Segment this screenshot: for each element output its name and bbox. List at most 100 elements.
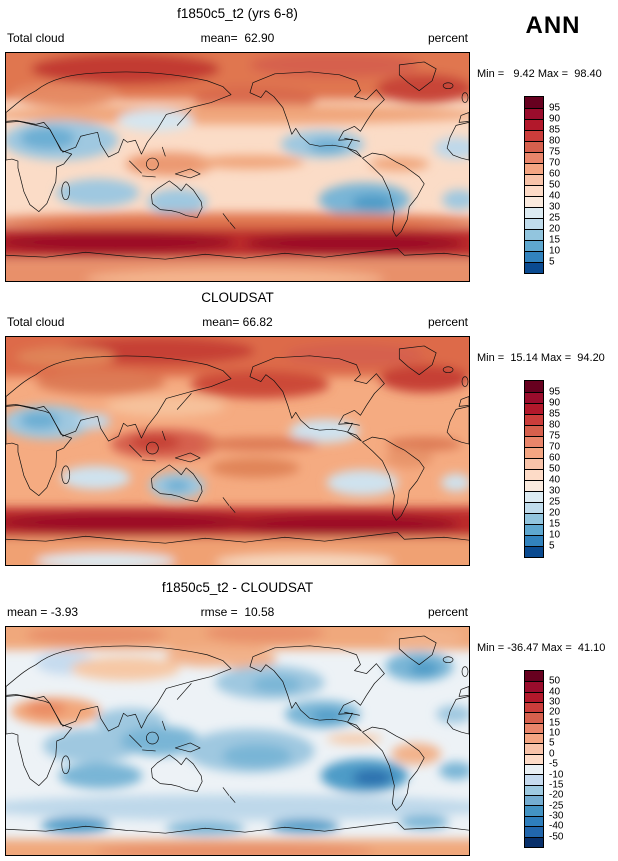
map-container-difference xyxy=(5,626,470,856)
colorbar-tick-label: 70 xyxy=(549,157,561,169)
colorbar-segment xyxy=(525,784,543,796)
colorbar-segment xyxy=(525,436,543,447)
minmax-label: Min = 9.42 Max = 98.40 xyxy=(477,68,602,80)
colorbar-segment xyxy=(525,815,543,827)
panel-header: mean = -3.93 rmse = 10.58 percent xyxy=(5,605,470,620)
panel-title: f1850c5_t2 - CLOUDSAT xyxy=(161,580,314,595)
panel-header: Total cloud mean= 66.82 percent xyxy=(5,315,470,330)
colorbar-segment xyxy=(525,218,543,229)
minmax-label: Min = 15.14 Max = 94.20 xyxy=(477,352,605,364)
colorbar-tick-label: 90 xyxy=(549,397,561,409)
mean-stat: mean= 66.82 xyxy=(202,315,273,329)
colorbar-segment xyxy=(525,671,543,682)
units-label: percent xyxy=(427,315,468,329)
colorbar-swatches xyxy=(524,670,544,848)
colorbar-tick-label: 75 xyxy=(549,430,561,442)
colorbar-segment xyxy=(525,447,543,458)
colorbar-segment xyxy=(525,163,543,174)
colorbar-segment xyxy=(525,546,543,557)
colorbar-tick-label: 5 xyxy=(549,737,555,749)
colorbar-tick-labels: 50 40 30 20 15 10 5 0 -5 -10 -15 -20 -25 -30 -40 -50 xyxy=(549,670,579,848)
colorbar-segment xyxy=(525,207,543,218)
colorbar-segment xyxy=(525,774,543,785)
colorbar-segment xyxy=(525,196,543,207)
mean-stat: mean= 62.90 xyxy=(200,31,275,45)
colorbar-segment xyxy=(525,130,543,141)
colorbar-segment xyxy=(525,753,543,765)
colorbar-tick-label: 60 xyxy=(549,452,561,464)
map-cloudsat-total-cloud xyxy=(6,337,469,565)
colorbar-segment xyxy=(525,262,543,273)
panel-model: f1850c5_t2 (yrs 6-8) Total cloud mean= 6… xyxy=(0,6,618,291)
colorbar-tick-label: -5 xyxy=(549,758,558,770)
colorbar-tick-label: -25 xyxy=(549,800,564,812)
colorbar-tick-label: 15 xyxy=(549,518,561,530)
colorbar-tick-label: 5 xyxy=(549,540,555,552)
colorbar-tick-label: 95 xyxy=(549,386,561,398)
panel-title: f1850c5_t2 (yrs 6-8) xyxy=(177,6,298,21)
colorbar-tick-label: 20 xyxy=(549,706,561,718)
colorbar-tick-label: 85 xyxy=(549,124,561,136)
colorbar-tick-label: 20 xyxy=(549,507,561,519)
colorbar-segment xyxy=(525,97,543,108)
colorbar-segment xyxy=(525,152,543,163)
colorbar-segment xyxy=(525,826,543,837)
colorbar-tick-label: 15 xyxy=(549,234,561,246)
colorbar-segment xyxy=(525,681,543,692)
colorbar-tick-label: 95 xyxy=(549,102,561,114)
colorbar-tick-label: -10 xyxy=(549,769,564,781)
season-label: ANN xyxy=(525,12,581,39)
colorbar-tick-label: 70 xyxy=(549,441,561,453)
colorbar-tick-label: -30 xyxy=(549,810,564,822)
colorbar-tick-label: 50 xyxy=(549,179,561,191)
colorbar-tick-label: 40 xyxy=(549,190,561,202)
colorbar-tick-label: 40 xyxy=(549,686,561,698)
panel-title: CLOUDSAT xyxy=(201,290,274,305)
colorbar-tick-label: 60 xyxy=(549,168,561,180)
colorbar-tick-label: -15 xyxy=(549,779,564,791)
colorbar-segment xyxy=(525,712,543,723)
colorbar-segment xyxy=(525,836,543,847)
colorbar-segment xyxy=(525,743,543,754)
contour-field xyxy=(6,627,469,855)
colorbar-tick-label: 40 xyxy=(549,474,561,486)
colorbar-segment xyxy=(525,535,543,546)
colorbar-segment xyxy=(525,403,543,414)
colorbar-tick-label: 85 xyxy=(549,408,561,420)
colorbar-segment xyxy=(525,458,543,469)
colorbar-segment xyxy=(525,702,543,713)
colorbar-tick-label: -50 xyxy=(549,831,564,843)
colorbar-segment xyxy=(525,722,543,734)
colorbar-segment xyxy=(525,469,543,480)
map-container-obs xyxy=(5,336,470,566)
colorbar-tick-label: 80 xyxy=(549,419,561,431)
colorbar-segment xyxy=(525,240,543,251)
colorbar-segment xyxy=(525,491,543,502)
colorbar-tick-label: 50 xyxy=(549,675,561,687)
colorbar-tick-label: 25 xyxy=(549,212,561,224)
variable-label: Total cloud xyxy=(7,315,65,329)
colorbar-segment xyxy=(525,805,543,816)
colorbar-tick-label: 50 xyxy=(549,463,561,475)
colorbar-segment xyxy=(525,229,543,240)
panel-difference: f1850c5_t2 - CLOUDSAT mean = -3.93 rmse … xyxy=(0,580,618,861)
variable-label: Total cloud xyxy=(7,31,65,45)
colorbar-segment xyxy=(525,425,543,436)
colorbar-model: 95 90 85 80 75 70 60 50 40 30 25 20 15 10 5 xyxy=(524,96,579,274)
colorbar-tick-label: 80 xyxy=(549,135,561,147)
colorbar-segment xyxy=(525,691,543,703)
units-label: percent xyxy=(427,605,468,619)
map-container-model xyxy=(5,52,470,282)
colorbar-segment xyxy=(525,480,543,491)
colorbar-tick-label: 30 xyxy=(549,201,561,213)
colorbar-tick-label: 30 xyxy=(549,485,561,497)
contour-field xyxy=(6,53,469,281)
mean-stat: mean = -3.93 xyxy=(7,605,79,619)
rmse-stat: rmse = 10.58 xyxy=(200,605,275,619)
colorbar-segment xyxy=(525,733,543,744)
colorbar-obs: 95 90 85 80 75 70 60 50 40 30 25 20 15 10 5 xyxy=(524,380,579,558)
colorbar-tick-label: 20 xyxy=(549,223,561,235)
colorbar-segment xyxy=(525,795,543,806)
colorbar-segment xyxy=(525,524,543,535)
colorbar-segment xyxy=(525,392,543,403)
